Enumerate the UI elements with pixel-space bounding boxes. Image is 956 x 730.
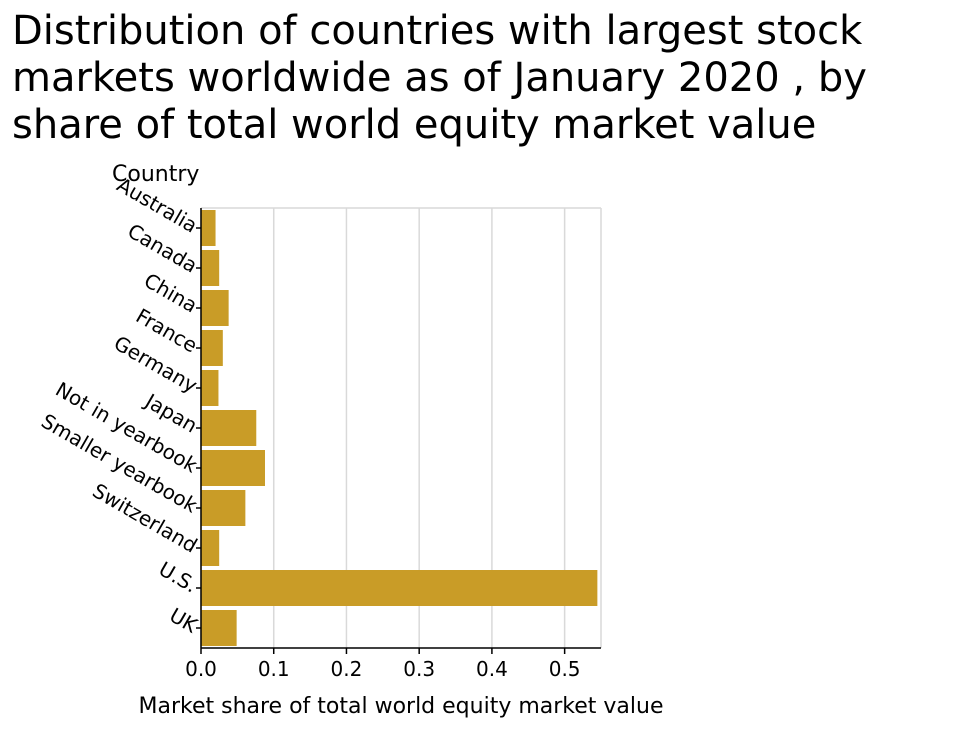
x-tick-label: 0.0 [185, 657, 217, 681]
chart-title-line-1: Distribution of countries with largest s… [12, 8, 863, 54]
bar [201, 290, 229, 326]
bar [201, 610, 237, 646]
bar [201, 210, 216, 246]
bar [201, 410, 257, 446]
x-axis-title: Market share of total world equity marke… [138, 694, 663, 719]
bars [201, 210, 598, 646]
bar [201, 570, 598, 606]
bar [201, 250, 220, 286]
chart-title-line-2: markets worldwide as of January 2020 , b… [12, 55, 867, 101]
bar [201, 530, 220, 566]
y-axis: AustraliaCanadaChinaFranceGermanyJapanNo… [37, 173, 202, 648]
x-tick-label: 0.2 [331, 657, 363, 681]
bar [201, 370, 219, 406]
y-tick-label: UK [165, 603, 202, 638]
chart-title-line-3: share of total world equity market value [12, 102, 817, 148]
x-tick-label: 0.3 [403, 657, 435, 681]
bar [201, 330, 223, 366]
x-tick-label: 0.4 [476, 657, 508, 681]
bar [201, 490, 246, 526]
x-tick-label: 0.5 [549, 657, 581, 681]
x-axis: 0.0 0.1 0.2 0.3 0.4 0.5 [185, 647, 601, 681]
y-tick-label: U.S. [155, 557, 202, 598]
bar [201, 450, 265, 486]
y-axis-title: Country [112, 162, 199, 187]
chart-title: Distribution of countries with largest s… [12, 8, 952, 149]
x-tick-label: 0.1 [258, 657, 290, 681]
